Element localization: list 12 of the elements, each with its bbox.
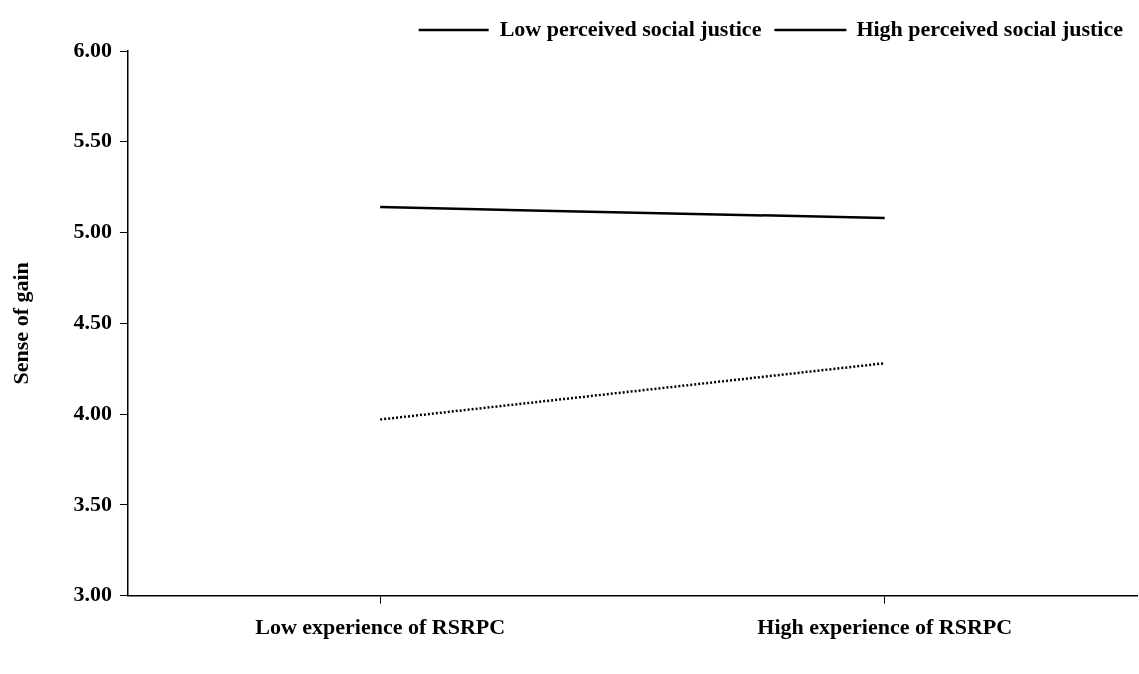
legend-label: High perceived social justice	[856, 15, 1124, 41]
y-axis-title: Sense of gain	[7, 262, 33, 385]
y-tick-label: 5.50	[73, 127, 112, 153]
y-tick-label: 3.00	[73, 581, 112, 607]
x-tick-label: Low experience of RSRPC	[255, 614, 506, 640]
y-tick-label: 6.00	[73, 36, 112, 62]
y-tick-label: 4.00	[73, 399, 112, 425]
y-tick-label: 5.00	[73, 218, 112, 244]
y-tick-label: 4.50	[73, 308, 112, 334]
y-tick-label: 3.50	[73, 490, 112, 516]
x-tick-label: High experience of RSRPC	[757, 614, 1013, 640]
legend-label: Low perceived social justice	[499, 15, 762, 41]
